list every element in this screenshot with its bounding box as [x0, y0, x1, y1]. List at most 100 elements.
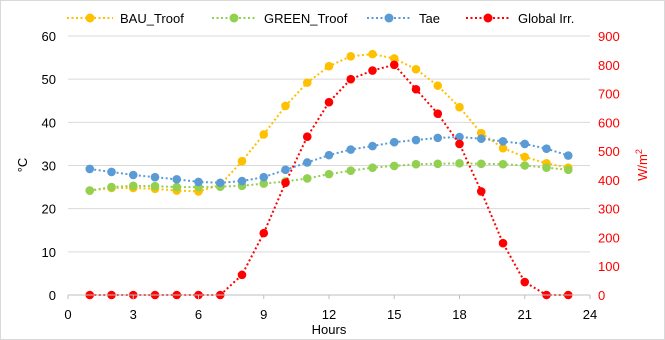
y-tick-label-0: 0	[49, 288, 56, 303]
data-point-tae-22	[542, 144, 551, 153]
data-point-green-troof-22	[542, 163, 551, 172]
legend-label-tae: Tae	[419, 11, 440, 26]
y2-tick-label-6: 600	[598, 115, 620, 130]
x-tick-label-6: 18	[452, 307, 466, 322]
data-point-tae-13	[346, 145, 356, 154]
y-axis-title: °C	[15, 158, 30, 173]
series-layer	[85, 49, 573, 300]
x-tick-label-7: 21	[518, 307, 532, 322]
data-point-green-troof-12	[324, 169, 334, 179]
data-point-green-troof-16	[411, 159, 421, 169]
y-tick-label-6: 60	[42, 29, 56, 44]
series-global-irr	[85, 60, 573, 300]
data-point-bau-troof-14	[368, 49, 377, 59]
data-point-global-irr-19	[476, 187, 486, 196]
data-point-tae-17	[433, 133, 443, 143]
data-point-bau-troof-16	[411, 64, 421, 74]
data-point-green-troof-11	[302, 174, 312, 183]
legend-item-bau-troof: BAU_Troof	[67, 11, 184, 26]
data-point-global-irr-16	[411, 84, 421, 94]
data-point-global-irr-9	[259, 228, 269, 238]
data-point-tae-1	[85, 164, 95, 174]
data-point-tae-9	[259, 172, 269, 182]
y2-tick-label-9: 900	[598, 29, 620, 44]
x-axis-title: Hours	[312, 322, 347, 337]
data-point-green-troof-18	[455, 159, 464, 168]
x-tick-label-5: 15	[387, 307, 401, 322]
y-tick-label-1: 10	[42, 245, 56, 260]
data-point-tae-2	[107, 167, 116, 177]
data-point-green-troof-15	[389, 161, 399, 171]
data-point-tae-15	[389, 137, 399, 147]
data-point-tae-18	[455, 132, 464, 142]
data-point-global-irr-13	[346, 74, 356, 84]
y-tick-label-5: 50	[42, 72, 56, 87]
legend-marker-green-troof	[229, 13, 239, 23]
y2-tick-label-2: 200	[598, 230, 620, 245]
data-point-green-troof-1	[85, 186, 95, 195]
y2-tick-label-0: 0	[598, 288, 605, 303]
data-point-tae-16	[411, 135, 421, 145]
data-point-green-troof-5	[172, 182, 182, 192]
y2-tick-label-7: 700	[598, 87, 620, 102]
data-point-bau-troof-20	[498, 143, 508, 153]
data-point-bau-troof-11	[302, 78, 312, 87]
data-point-tae-10	[281, 165, 290, 175]
data-point-tae-23	[563, 151, 573, 160]
data-point-global-irr-20	[498, 238, 508, 248]
data-point-green-troof-21	[520, 161, 530, 170]
legend-item-green-troof: GREEN_Troof	[212, 11, 348, 26]
legend-marker-global-irr	[483, 13, 493, 23]
data-point-green-troof-23	[563, 165, 573, 175]
x-tick-label-3: 9	[260, 307, 267, 322]
y-tick-label-2: 20	[42, 202, 56, 217]
data-point-bau-troof-10	[281, 101, 290, 111]
y2-tick-label-4: 400	[598, 173, 620, 188]
data-point-tae-11	[302, 158, 312, 167]
data-point-global-irr-11	[302, 132, 312, 142]
data-point-tae-19	[476, 134, 486, 144]
data-point-global-irr-15	[389, 60, 399, 70]
data-point-tae-5	[172, 175, 182, 184]
x-tick-label-2: 6	[195, 307, 202, 322]
data-point-tae-7	[215, 178, 225, 188]
data-point-tae-12	[324, 150, 334, 160]
y2-axis-title-unit: W/m	[635, 154, 650, 181]
data-point-bau-troof-17	[433, 81, 443, 90]
data-point-tae-20	[498, 137, 508, 146]
y2-axis-title-superscript: 2	[634, 149, 644, 154]
data-point-global-irr-14	[368, 66, 377, 75]
series-tae	[85, 132, 573, 188]
y-tick-label-3: 30	[42, 159, 56, 174]
y2-tick-label-3: 300	[598, 202, 620, 217]
data-point-green-troof-2	[107, 182, 116, 192]
data-point-global-irr-12	[324, 97, 334, 107]
data-point-global-irr-10	[281, 178, 290, 188]
data-point-tae-4	[150, 172, 160, 182]
x-tick-label-8: 24	[583, 307, 597, 322]
x-tick-label-4: 12	[322, 307, 336, 322]
data-point-global-irr-8	[237, 270, 247, 280]
legend-label-green-troof: GREEN_Troof	[264, 11, 348, 26]
data-point-green-troof-9	[259, 179, 269, 188]
y-tick-label-4: 40	[42, 115, 56, 130]
data-point-green-troof-17	[433, 159, 443, 169]
data-point-global-irr-21	[520, 277, 530, 287]
data-point-bau-troof-21	[520, 152, 530, 162]
y2-tick-label-5: 500	[598, 144, 620, 159]
data-point-global-irr-17	[433, 109, 443, 118]
data-point-bau-troof-18	[455, 102, 464, 112]
data-point-green-troof-14	[368, 163, 377, 172]
legend-marker-bau-troof	[85, 13, 95, 23]
data-point-bau-troof-9	[259, 130, 269, 139]
data-point-green-troof-3	[128, 181, 138, 191]
legend: BAU_Troof GREEN_Troof Tae Global Irr.	[67, 11, 574, 26]
data-point-green-troof-13	[346, 166, 356, 175]
x-tick-label-1: 3	[130, 307, 137, 322]
data-point-tae-8	[237, 176, 247, 186]
data-point-tae-3	[128, 170, 138, 180]
axes: 0 3 6 9 12 15 18 21 2401020304050600100200300400…	[42, 29, 620, 322]
y2-tick-label-1: 100	[598, 259, 620, 274]
series-green-troof	[85, 159, 573, 195]
